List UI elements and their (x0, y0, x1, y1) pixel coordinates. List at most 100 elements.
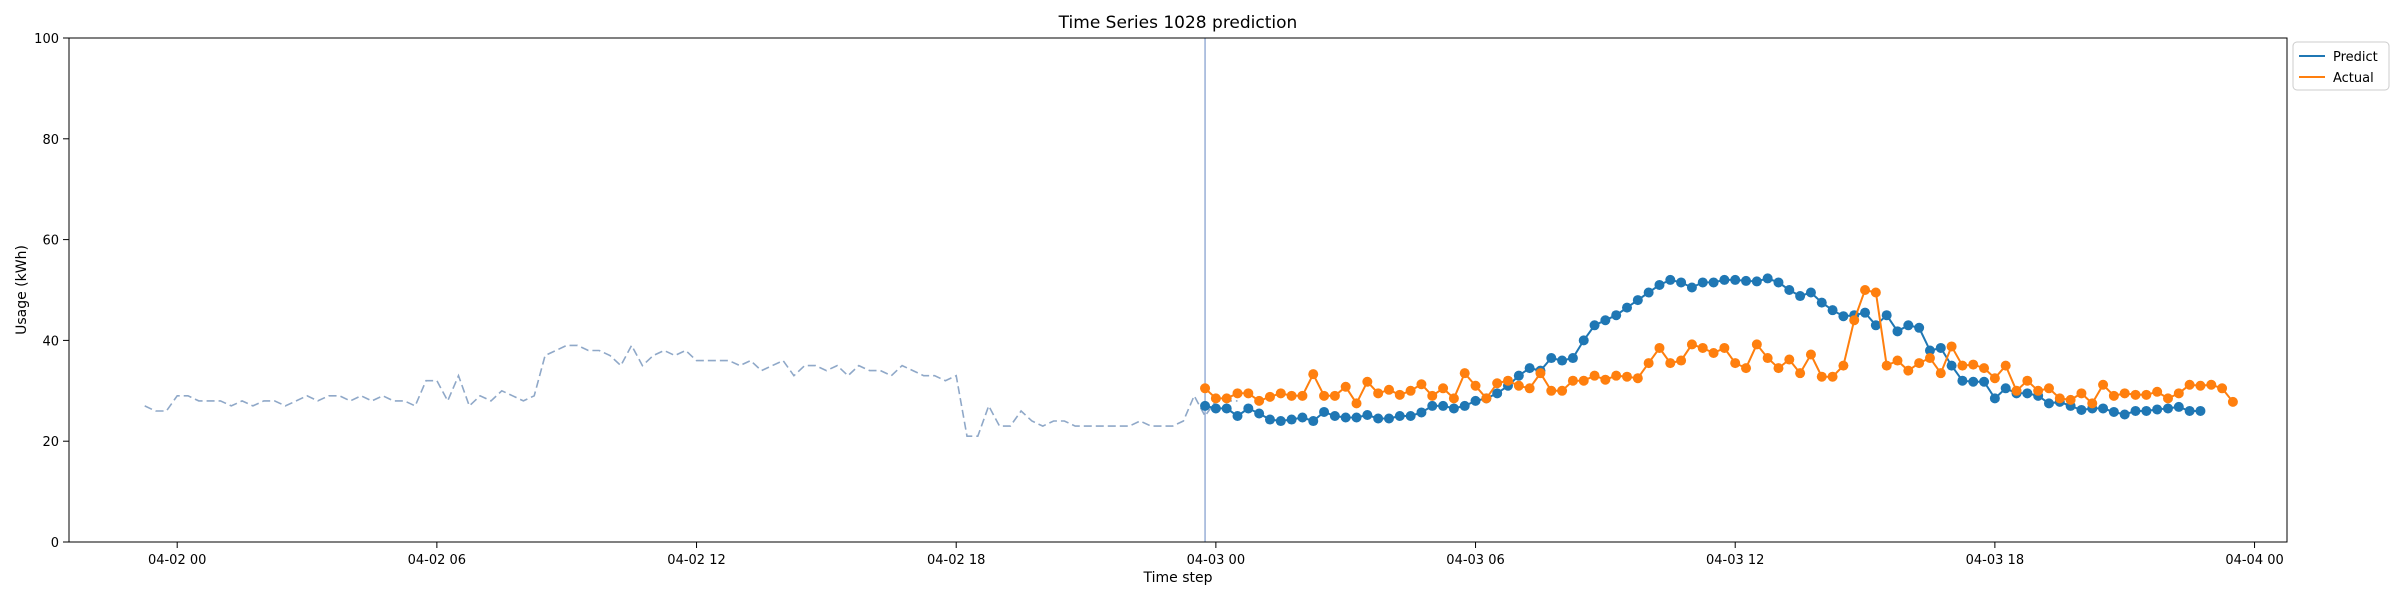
actual-data-point (2173, 388, 2184, 399)
prediction-data-point (1860, 307, 1871, 318)
actual-data-point (1600, 374, 1611, 385)
plot-area (144, 38, 2238, 542)
prediction-data-point (1470, 395, 1481, 406)
prediction-data-point (1275, 416, 1286, 427)
actual-data-point (1914, 358, 1925, 369)
actual-data-point (1741, 363, 1752, 374)
prediction-data-point (1643, 287, 1654, 298)
prediction-data-point (1773, 277, 1784, 288)
legend-label-actual: Actual (2333, 71, 2374, 86)
actual-data-point (1286, 390, 1297, 401)
actual-data-point (1795, 368, 1806, 379)
prediction-data-point (1200, 400, 1211, 411)
actual-data-point (2141, 389, 2152, 400)
y-tick-label: 60 (42, 234, 59, 249)
actual-data-point (1232, 388, 1243, 399)
prediction-data-point (1329, 411, 1340, 421)
actual-data-point (1946, 341, 1957, 352)
prediction-data-point (1448, 403, 1459, 414)
actual-data-point (1622, 371, 1633, 382)
actual-data-point (2217, 383, 2228, 394)
prediction-data-point (1459, 400, 1470, 411)
y-tick-label: 0 (51, 536, 59, 551)
actual-data-point (1903, 365, 1914, 376)
actual-data-point (1611, 370, 1622, 381)
actual-data-point (1373, 388, 1384, 399)
prediction-data-point (1957, 375, 1968, 386)
x-tick-label: 04-02 00 (148, 553, 206, 568)
actual-data-point (2000, 360, 2011, 371)
prediction-data-point (1611, 310, 1622, 321)
actual-data-point (1221, 393, 1232, 404)
actual-data-point (1849, 315, 1860, 326)
prediction-data-point (1719, 274, 1730, 285)
prediction-data-point (1708, 277, 1719, 288)
actual-data-point (1513, 380, 1524, 391)
prediction-data-point (2184, 405, 2195, 416)
prediction-data-point (1892, 326, 1903, 337)
actual-data-point (1557, 385, 1568, 396)
actual-data-point (2098, 379, 2109, 390)
prediction-data-point (1264, 414, 1275, 425)
prediction-data-point (1567, 353, 1578, 364)
prediction-data-point (1622, 302, 1633, 313)
actual-data-point (2065, 394, 2076, 405)
prediction-data-point (1741, 275, 1752, 286)
y-tick-label: 40 (42, 334, 59, 349)
prediction-data-point (2108, 406, 2119, 417)
prediction-data-point (2022, 388, 2033, 399)
prediction-data-point (2000, 383, 2011, 394)
prediction-data-point (1557, 355, 1568, 366)
prediction-data-point (1946, 360, 1957, 371)
x-tick-label: 04-03 12 (1706, 553, 1764, 568)
actual-data-point (1405, 385, 1416, 396)
prediction-data-point (2162, 403, 2173, 414)
actual-data-point (1968, 359, 1979, 370)
actual-data-point (1200, 383, 1211, 394)
actual-data-point (1459, 368, 1470, 379)
actual-data-point (1502, 375, 1513, 386)
prediction-data-point (1524, 363, 1535, 374)
actual-data-point (1838, 360, 1849, 371)
actual-data-point (1394, 389, 1405, 400)
prediction-data-point (2043, 398, 2054, 409)
actual-data-point (1567, 375, 1578, 386)
chart-title: Time Series 1028 prediction (1058, 13, 1298, 33)
prediction-data-point (1383, 413, 1394, 424)
actual-data-point (1416, 379, 1427, 390)
actual-data-point (1589, 370, 1600, 381)
actual-data-point (2043, 383, 2054, 394)
actual-data-point (1264, 391, 1275, 402)
prediction-data-point (1751, 276, 1762, 287)
prediction-data-point (1362, 409, 1373, 420)
actual-data-point (2152, 386, 2163, 397)
actual-data-point (1697, 342, 1708, 353)
actual-data-point (1957, 360, 1968, 371)
x-tick-label: 04-03 18 (1966, 553, 2024, 568)
prediction-data-point (1351, 412, 1362, 423)
y-tick-label: 100 (34, 32, 59, 47)
prediction-data-point (1881, 310, 1892, 321)
prediction-data-point (1805, 287, 1816, 298)
actual-data-point (2195, 380, 2206, 391)
actual-data-point (1319, 390, 1330, 401)
actual-data-point (1546, 385, 1557, 396)
prediction-data-point (1795, 291, 1806, 302)
actual-data-point (1578, 375, 1589, 386)
prediction-data-point (1632, 295, 1643, 306)
x-tick-label: 04-03 00 (1187, 553, 1245, 568)
prediction-data-point (1427, 400, 1438, 411)
prediction-data-point (1914, 322, 1925, 333)
actual-data-point (1470, 380, 1481, 391)
prediction-data-point (2130, 405, 2141, 416)
prediction-data-point (1676, 277, 1687, 288)
prediction-data-point (1838, 311, 1849, 322)
prediction-data-point (1513, 370, 1524, 381)
actual-data-point (1438, 383, 1449, 394)
prediction-data-point (1319, 406, 1330, 417)
actual-data-point (2033, 385, 2044, 396)
prediction-data-point (1654, 279, 1665, 290)
actual-data-point (1665, 358, 1676, 369)
plot-frame (68, 37, 2288, 543)
